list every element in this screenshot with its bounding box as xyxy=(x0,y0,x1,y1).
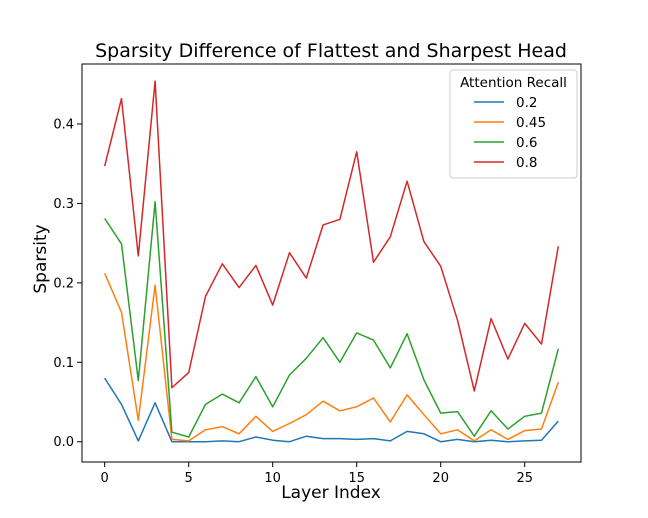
y-tick-label: 0.3 xyxy=(53,197,74,212)
y-tick-label: 0.0 xyxy=(53,435,74,450)
series-line-0.6 xyxy=(104,201,560,438)
plot-frame xyxy=(81,63,582,463)
legend-title: Attention Recall xyxy=(460,75,567,91)
legend-label: 0.8 xyxy=(516,155,537,171)
chart-title: Sparsity Difference of Flattest and Shar… xyxy=(95,40,567,62)
y-axis: 0.0 0.1 0.2 0.3 0.4 xyxy=(53,117,82,450)
legend-label: 0.2 xyxy=(516,95,537,111)
x-axis: 0 5 10 15 20 25 xyxy=(101,462,533,486)
x-tick-label: 25 xyxy=(516,471,533,486)
legend-box xyxy=(449,69,578,179)
y-tick-label: 0.2 xyxy=(53,276,74,291)
y-tick-label: 0.1 xyxy=(53,356,74,371)
series-line-0.8 xyxy=(103,80,560,392)
x-tick-label: 5 xyxy=(185,471,193,486)
legend-label: 0.45 xyxy=(516,115,546,131)
x-tick-label: 0 xyxy=(101,471,109,486)
x-tick-label: 20 xyxy=(432,471,449,486)
y-axis-label: Sparsity xyxy=(31,224,51,293)
x-axis-label: Layer Index xyxy=(281,483,381,503)
series-line-0.2 xyxy=(104,377,559,443)
x-tick-label: 10 xyxy=(264,471,281,486)
x-tick-label: 15 xyxy=(348,471,365,486)
y-tick-label: 0.4 xyxy=(53,117,74,132)
legend-label: 0.6 xyxy=(516,135,537,151)
plot-lines xyxy=(103,80,560,443)
series-line-0.45 xyxy=(104,273,560,442)
legend: Attention Recall 0.2 0.45 0.6 0.8 xyxy=(449,69,578,179)
